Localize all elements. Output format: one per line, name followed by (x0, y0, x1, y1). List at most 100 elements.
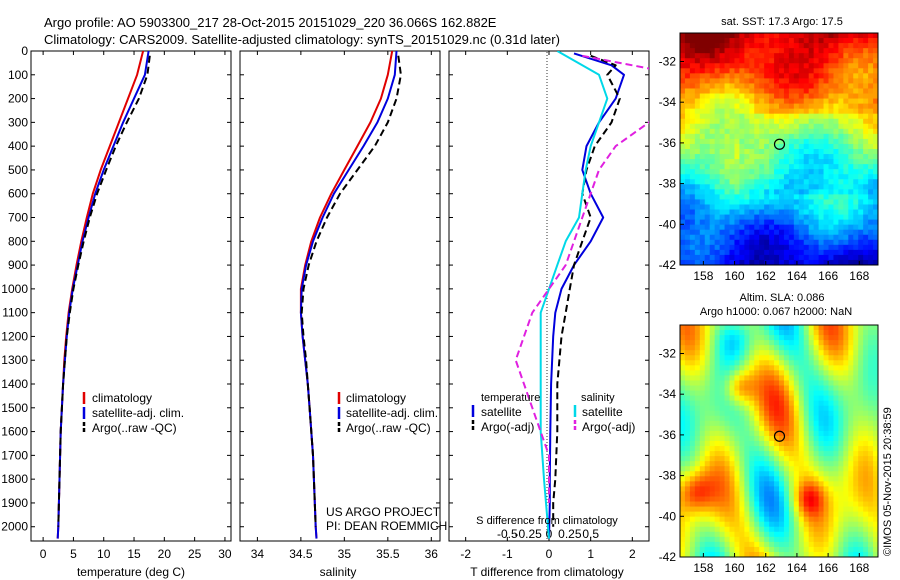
heatmap-cell (858, 38, 864, 44)
heatmap-cell (873, 214, 879, 221)
heatmap-cell (783, 546, 790, 553)
heatmap-cell (843, 516, 849, 523)
heatmap-cell (808, 420, 815, 427)
heatmap-cell (684, 239, 691, 246)
heatmap-cell (818, 63, 824, 69)
heatmap-cell (803, 435, 810, 442)
heatmap-cell (783, 113, 790, 120)
heatmap-cell (704, 325, 711, 331)
heatmap-cell (858, 239, 864, 246)
heatmap-cell (868, 73, 874, 79)
heatmap-cell (749, 481, 755, 487)
heatmap-cell (684, 380, 691, 386)
heatmap-cell (719, 83, 725, 89)
heatmap-cell (838, 405, 844, 412)
heatmap-cell (783, 405, 790, 412)
heatmap-cell (749, 78, 755, 84)
heatmap-cell (779, 360, 785, 366)
heatmap-cell (858, 491, 864, 497)
sst-map-title: sat. SST: 17.3 Argo: 17.5 (721, 16, 843, 28)
heatmap-cell (680, 425, 686, 432)
heatmap-cell (873, 546, 879, 553)
heatmap-cell (684, 254, 691, 261)
heatmap-cell (754, 58, 760, 64)
heatmap-cell (754, 430, 760, 437)
heatmap-cell (754, 149, 760, 155)
heatmap-cell (833, 486, 839, 492)
heatmap-cell (853, 546, 859, 553)
heatmap-cell (833, 53, 839, 59)
heatmap-cell (818, 410, 824, 417)
heatmap-cell (779, 476, 785, 482)
heatmap-cell (769, 143, 775, 150)
heatmap-cell (749, 53, 755, 59)
heatmap-cell (689, 466, 696, 472)
heatmap-cell (684, 33, 691, 39)
heatmap-cell (749, 461, 755, 467)
heatmap-cell (764, 375, 770, 381)
heatmap-cell (818, 516, 824, 523)
heatmap-cell (759, 103, 765, 110)
heatmap-cell (699, 164, 706, 170)
heatmap-cell (803, 224, 810, 231)
heatmap-cell (788, 435, 795, 442)
heatmap-cell (754, 425, 760, 432)
heatmap-cell (798, 214, 805, 221)
heatmap-cell (858, 435, 864, 442)
heatmap-cell (754, 38, 760, 44)
heatmap-cell (828, 365, 834, 371)
heatmap-cell (823, 425, 829, 432)
heatmap-cell (699, 551, 706, 558)
heatmap-cell (744, 486, 750, 492)
heatmap-cell (769, 169, 775, 175)
heatmap-cell (714, 174, 720, 180)
heatmap-cell (843, 58, 849, 64)
heatmap-cell (699, 123, 706, 130)
heatmap-cell (828, 204, 834, 210)
heatmap-cell (694, 350, 701, 356)
heatmap-cell (813, 325, 819, 331)
heatmap-cell (779, 496, 785, 502)
heatmap-cell (838, 143, 844, 150)
heatmap-cell (709, 259, 716, 266)
heatmap-cell (813, 385, 819, 391)
heatmap-cell (828, 506, 834, 513)
heatmap-cell (764, 511, 770, 518)
heatmap-cell (843, 224, 849, 231)
heatmap-cell (774, 340, 780, 346)
heatmap-cell (729, 73, 735, 79)
header-line-2: Climatology: CARS2009. Satellite-adjuste… (44, 32, 560, 47)
heatmap-cell (833, 350, 839, 356)
heatmap-cell (848, 516, 854, 523)
heatmap-cell (798, 531, 805, 538)
heatmap-cell (749, 521, 755, 528)
heatmap-cell (779, 219, 785, 226)
heatmap-cell (853, 53, 859, 59)
heatmap-cell (774, 249, 780, 256)
heatmap-cell (798, 138, 805, 145)
heatmap-cell (719, 516, 725, 523)
heatmap-cell (714, 169, 720, 175)
heatmap-cell (734, 254, 740, 261)
heatmap-cell (843, 259, 849, 266)
heatmap-cell (714, 390, 720, 397)
heatmap-cell (729, 204, 735, 210)
heatmap-cell (680, 476, 686, 482)
heatmap-cell (704, 405, 711, 412)
heatmap-cell (823, 154, 829, 160)
heatmap-cell (783, 365, 790, 371)
heatmap-cell (680, 199, 686, 205)
heatmap-cell (858, 123, 864, 130)
heatmap-cell (823, 430, 829, 437)
heatmap-cell (749, 501, 755, 507)
heatmap-cell (719, 541, 725, 548)
heatmap-cell (744, 108, 750, 115)
heatmap-cell (833, 471, 839, 477)
heatmap-cell (798, 68, 805, 74)
heatmap-cell (704, 330, 711, 336)
heatmap-cell (680, 78, 686, 84)
heatmap-cell (769, 58, 775, 64)
heatmap-cell (714, 48, 720, 54)
map-x-tick-label: 158 (693, 561, 713, 575)
heatmap-cell (759, 133, 765, 140)
